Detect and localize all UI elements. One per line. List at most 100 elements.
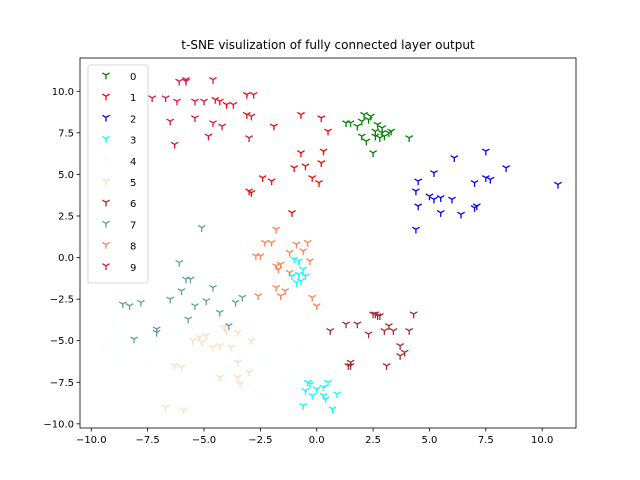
data-point — [245, 369, 254, 377]
data-point — [166, 118, 175, 126]
data-point — [121, 339, 130, 347]
data-point — [378, 125, 387, 133]
data-point — [188, 338, 197, 345]
legend-label: 1 — [130, 93, 136, 104]
data-point — [200, 98, 208, 106]
data-point — [380, 328, 389, 335]
data-point — [324, 128, 332, 136]
data-point — [256, 253, 265, 261]
data-point — [215, 374, 224, 382]
data-point — [130, 336, 139, 344]
points-layer — [98, 76, 562, 415]
data-point — [231, 299, 240, 307]
data-point — [430, 170, 438, 177]
data-point — [364, 331, 373, 339]
data-point — [319, 324, 328, 332]
legend-label: 7 — [130, 220, 136, 231]
data-point — [430, 196, 438, 204]
data-point — [166, 296, 175, 304]
x-tick-label: 5.0 — [422, 435, 438, 446]
y-tick-label: 10.0 — [52, 87, 74, 98]
data-point — [303, 239, 312, 247]
plot-frame — [79, 57, 577, 429]
series-0 — [342, 111, 414, 157]
legend-label: 6 — [130, 199, 136, 210]
data-point — [387, 128, 396, 136]
chart-title: t-SNE visulization of fully connected la… — [181, 38, 475, 52]
data-point — [326, 328, 335, 335]
data-point — [436, 209, 445, 217]
data-point — [152, 326, 161, 334]
data-point — [175, 259, 184, 267]
data-point — [269, 123, 278, 131]
data-point — [296, 150, 305, 157]
x-tick-label: 10.0 — [531, 435, 553, 446]
data-point — [357, 133, 366, 141]
data-point — [204, 133, 213, 141]
data-point — [177, 364, 186, 372]
data-point — [272, 226, 281, 234]
data-point — [290, 165, 299, 172]
data-point — [301, 163, 310, 171]
data-point — [247, 113, 256, 121]
data-point — [161, 404, 170, 412]
data-point — [369, 150, 378, 157]
data-point — [236, 381, 245, 389]
data-point — [249, 91, 258, 99]
data-point — [324, 379, 332, 387]
data-point — [224, 364, 233, 372]
x-tick-label: 0.0 — [309, 435, 325, 446]
legend-marker — [102, 135, 110, 143]
data-point — [191, 115, 199, 123]
data-point — [202, 333, 211, 340]
data-point — [233, 359, 242, 367]
data-point — [382, 362, 391, 370]
data-point — [301, 387, 310, 395]
data-point — [287, 209, 296, 217]
data-point — [233, 374, 242, 382]
data-point — [317, 160, 326, 167]
x-tick-label: −2.5 — [248, 435, 272, 446]
data-point — [274, 266, 283, 274]
data-point — [209, 284, 217, 292]
data-point — [260, 357, 269, 365]
legend-label: 9 — [130, 263, 136, 274]
data-point — [405, 328, 414, 335]
data-point — [98, 346, 107, 354]
data-point — [371, 128, 380, 136]
series-3 — [287, 256, 341, 414]
data-point — [360, 111, 369, 119]
data-point — [267, 178, 276, 186]
data-point — [188, 323, 197, 330]
data-point — [342, 120, 350, 128]
data-point — [373, 121, 382, 129]
y-tick-label: −2.5 — [50, 295, 74, 306]
y-tick-label: 5.0 — [58, 170, 74, 181]
data-point — [296, 348, 305, 355]
data-point — [328, 406, 337, 414]
data-point — [294, 271, 303, 279]
y-tick-label: −7.5 — [50, 378, 74, 389]
x-tick-label: −7.5 — [135, 435, 159, 446]
data-point — [209, 314, 217, 322]
data-point — [125, 303, 134, 310]
data-point — [177, 288, 186, 296]
x-tick-label: −5.0 — [192, 435, 216, 446]
legend-marker — [102, 263, 110, 270]
series-5 — [161, 324, 256, 415]
data-point — [389, 328, 398, 335]
data-point — [450, 155, 459, 162]
data-point — [296, 111, 305, 119]
legend-label: 8 — [130, 242, 136, 253]
x-tick-label: 7.5 — [478, 435, 494, 446]
data-point — [136, 299, 145, 307]
series-8 — [251, 226, 321, 310]
data-point — [170, 141, 179, 149]
data-point — [211, 96, 220, 104]
legend-marker — [102, 72, 110, 80]
data-point — [168, 309, 177, 317]
data-point — [242, 111, 251, 119]
series-2 — [411, 148, 562, 234]
legend-marker — [102, 157, 110, 164]
